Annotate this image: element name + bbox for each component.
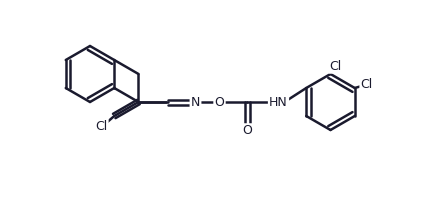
Text: Cl: Cl: [361, 78, 373, 92]
Text: O: O: [243, 124, 253, 138]
Text: Cl: Cl: [95, 120, 107, 132]
Text: O: O: [214, 95, 224, 108]
Text: HN: HN: [269, 95, 288, 108]
Text: Cl: Cl: [329, 60, 342, 72]
Text: N: N: [191, 95, 200, 108]
